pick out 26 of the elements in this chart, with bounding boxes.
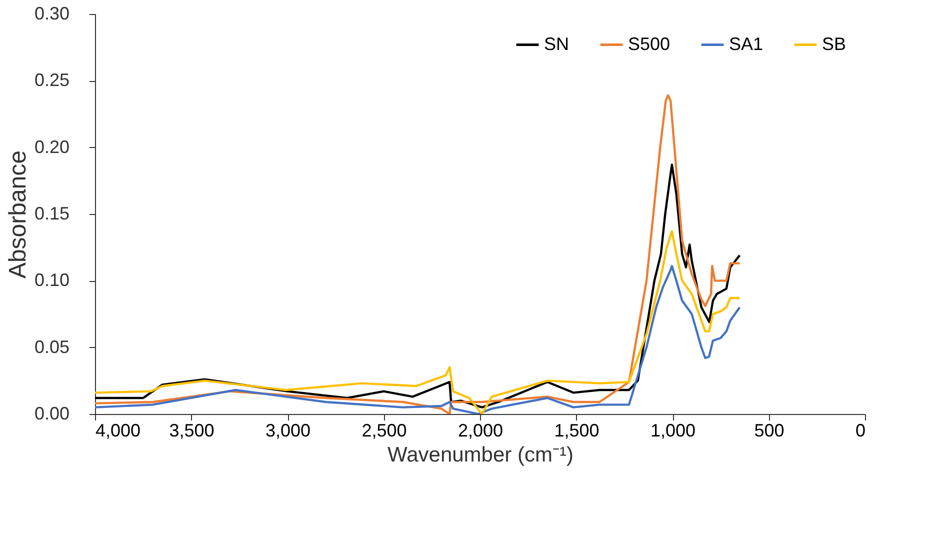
x-tick-label: 4,000 [96,420,141,440]
x-tick-label: 500 [754,420,784,440]
x-tick-label: 1,000 [650,420,696,440]
line-series [95,264,741,414]
line-series [95,230,741,414]
y-tick-label: 0.00 [34,404,70,424]
x-axis-title: Wavenumber (cm⁻¹) [388,444,574,466]
x-tick-label: 1,500 [554,420,600,440]
y-tick-label: 0.10 [34,270,70,290]
x-tick-label: 3,500 [169,420,214,440]
legend-label: SA1 [729,34,764,54]
legend-label: SN [544,34,570,54]
x-tick-label: 0 [855,420,866,440]
line-series [95,94,741,414]
legend-label: S500 [628,34,670,54]
y-tick-label: 0.30 [34,4,70,24]
legend-label: SB [822,34,846,54]
y-tick-label: 0.05 [34,336,70,357]
y-tick-label: 0.20 [34,136,70,157]
line-series [95,164,741,408]
y-tick-label: 0.25 [34,70,70,90]
x-tick-label: 2,000 [458,420,504,440]
x-tick-label: 2,500 [362,420,407,440]
y-axis-title: Absorbance [4,150,32,279]
x-tick-label: 3,000 [265,420,311,440]
y-tick-label: 0.15 [34,204,70,224]
